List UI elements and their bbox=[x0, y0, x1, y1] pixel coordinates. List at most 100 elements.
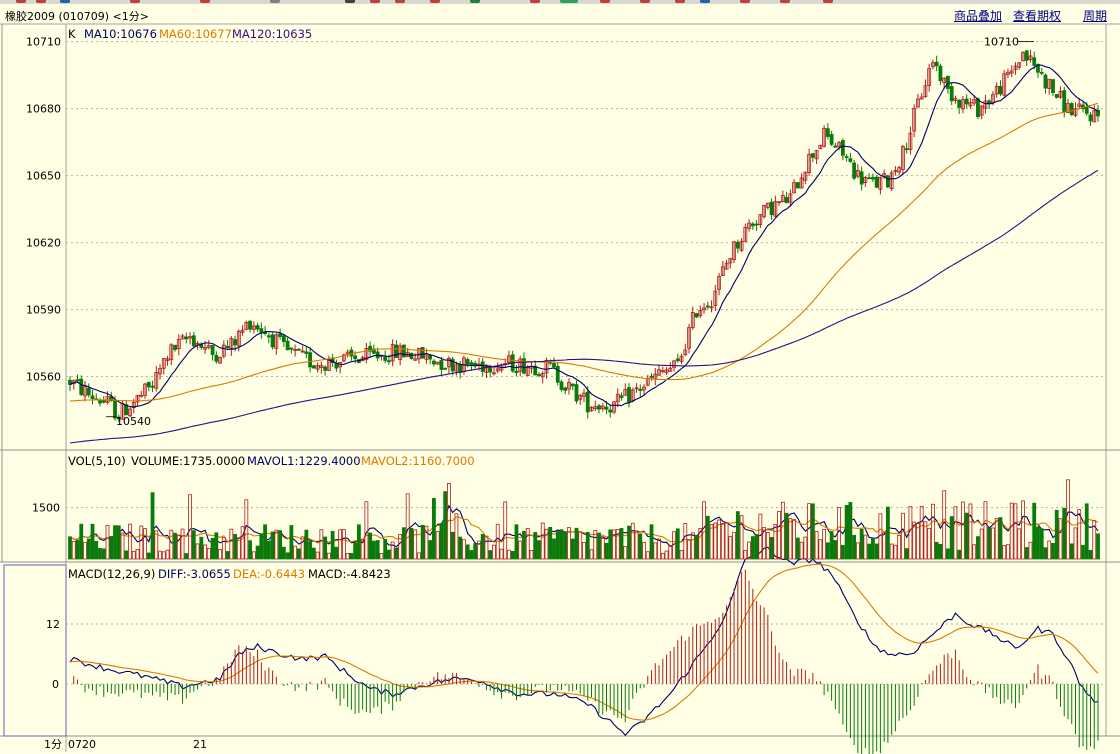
volume-bar-down bbox=[402, 527, 406, 560]
candle-down bbox=[334, 363, 339, 369]
candle-down bbox=[533, 365, 538, 376]
candle-up bbox=[919, 96, 924, 100]
volume-bar-down bbox=[1039, 528, 1044, 560]
candle-down bbox=[1036, 64, 1040, 73]
volume-bar-up bbox=[717, 519, 721, 560]
ma120-legend: MA120:10635 bbox=[232, 27, 312, 41]
candle-up bbox=[709, 306, 714, 309]
volume-bar-up bbox=[169, 529, 174, 560]
candle-up bbox=[931, 62, 935, 68]
dea-line bbox=[69, 563, 1099, 721]
volume-bar-up bbox=[919, 505, 924, 560]
volume-bar-down bbox=[465, 544, 470, 560]
volume-bar-down bbox=[101, 548, 106, 560]
volume-bar-up bbox=[991, 527, 995, 560]
candle-down bbox=[79, 378, 84, 395]
volume-bar-down bbox=[533, 532, 538, 560]
candle-up bbox=[642, 386, 646, 391]
volume-bar-down bbox=[987, 527, 992, 560]
candle-up bbox=[623, 389, 628, 396]
candle-up bbox=[447, 357, 451, 368]
candle-down bbox=[649, 375, 654, 378]
volume-bar-up bbox=[908, 506, 913, 560]
volume-bar-down bbox=[570, 538, 575, 560]
volume-bar-down bbox=[608, 529, 613, 560]
candle-up bbox=[544, 359, 549, 374]
volume-bar-up bbox=[720, 523, 725, 560]
diff-legend: DIFF:-3.0655 bbox=[158, 567, 231, 581]
candle-up bbox=[1002, 73, 1007, 96]
candle-down bbox=[68, 379, 72, 385]
candle-up bbox=[713, 290, 718, 306]
volume-bar-up bbox=[713, 522, 718, 560]
volume-bar-down bbox=[199, 536, 204, 560]
volume-bar-up bbox=[338, 529, 343, 560]
candle-up bbox=[188, 336, 192, 339]
candle-up bbox=[732, 241, 736, 260]
volume-bar-down bbox=[750, 536, 755, 560]
volume-bar-up bbox=[589, 549, 594, 560]
volume-bar-up bbox=[454, 513, 459, 560]
volume-bar-up bbox=[972, 544, 977, 560]
candle-up bbox=[390, 344, 395, 362]
volume-bar-up bbox=[799, 541, 804, 560]
volume-bar-down bbox=[124, 550, 129, 560]
candle-up bbox=[702, 307, 706, 311]
grid-lines bbox=[66, 41, 1106, 685]
view-options-link[interactable]: 查看期权 bbox=[1013, 9, 1062, 23]
candle-down bbox=[570, 383, 575, 387]
volume-bar-up bbox=[743, 550, 748, 560]
candle-down bbox=[694, 313, 699, 318]
volume-bar-up bbox=[994, 518, 999, 560]
candle-down bbox=[885, 175, 890, 188]
volume-bar-down bbox=[904, 548, 909, 560]
volume-bar-up bbox=[379, 553, 384, 560]
volume-bar-down bbox=[964, 512, 969, 560]
candle-up bbox=[139, 394, 144, 397]
time-label-0720: 0720 bbox=[68, 738, 96, 751]
candle-down bbox=[563, 387, 568, 391]
volume-bar-down bbox=[675, 528, 680, 560]
volume-bar-up bbox=[154, 530, 159, 560]
volume-bar-down bbox=[75, 539, 80, 560]
volume-bar-up bbox=[732, 531, 736, 560]
candle-up bbox=[788, 193, 793, 203]
price-panel-label: K bbox=[68, 27, 76, 41]
candle-down bbox=[574, 384, 579, 402]
candle-down bbox=[870, 177, 875, 180]
volume-bar-up bbox=[728, 536, 733, 560]
volume-bar-up bbox=[529, 550, 534, 560]
candle-down bbox=[938, 65, 943, 82]
candle-down bbox=[394, 344, 399, 358]
candle-up bbox=[413, 358, 418, 361]
candle-up bbox=[1077, 103, 1082, 108]
candle-up bbox=[773, 201, 778, 217]
volume-bar-down bbox=[90, 523, 95, 560]
volume-bar-up bbox=[901, 512, 905, 560]
overlay-products-link[interactable]: 商品叠加 bbox=[954, 9, 1003, 23]
candle-up bbox=[660, 370, 665, 373]
candle-down bbox=[255, 325, 260, 330]
period-link[interactable]: 周期 bbox=[1083, 9, 1108, 23]
volume-bar-up bbox=[739, 515, 744, 560]
candle-down bbox=[278, 333, 283, 337]
volume-bar-up bbox=[221, 537, 226, 560]
volume-bar-down bbox=[428, 540, 433, 560]
volume-bar-up bbox=[1028, 541, 1033, 560]
volume-bar-up bbox=[1013, 503, 1018, 560]
candle-up bbox=[83, 386, 87, 397]
candle-up bbox=[747, 222, 751, 229]
volume-bar-down bbox=[638, 533, 643, 560]
candle-down bbox=[559, 381, 564, 390]
volume-bar-down bbox=[840, 545, 845, 560]
candle-down bbox=[1069, 103, 1074, 116]
volume-bar-up bbox=[544, 528, 549, 560]
candle-down bbox=[537, 374, 541, 376]
volume-bar-up bbox=[690, 532, 695, 560]
candle-up bbox=[916, 98, 920, 108]
volume-bar-down bbox=[1051, 542, 1055, 560]
candle-up bbox=[657, 369, 661, 376]
volume-bar-up bbox=[206, 547, 211, 560]
volume-bar-down bbox=[86, 538, 91, 560]
